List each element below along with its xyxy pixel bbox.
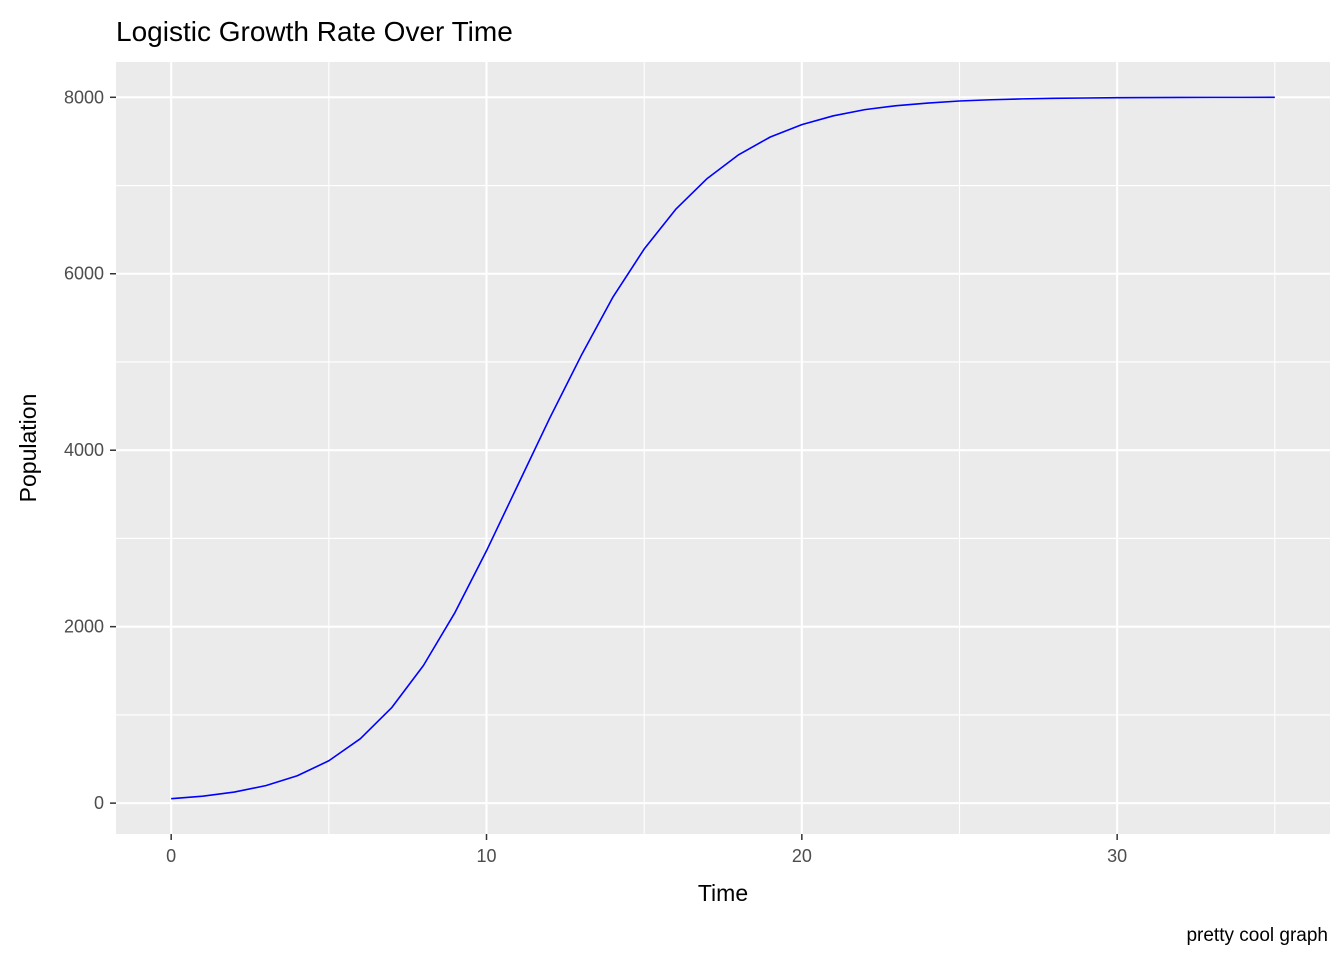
x-tick-label: 20 <box>792 846 812 866</box>
x-axis: 0 10 20 30 <box>166 834 1127 866</box>
y-axis: 0 2000 4000 6000 8000 <box>64 87 116 813</box>
series-layer <box>171 96 1275 800</box>
series-line <box>171 96 1275 800</box>
x-tick-label: 30 <box>1107 846 1127 866</box>
y-tick-label: 4000 <box>64 440 104 460</box>
plot-panel <box>116 62 1330 834</box>
y-tick-label: 8000 <box>64 87 104 107</box>
x-tick-label: 0 <box>166 846 176 866</box>
grid-minor <box>116 62 1330 834</box>
x-axis-title: Time <box>698 880 748 906</box>
y-tick-label: 0 <box>94 793 104 813</box>
y-tick-label: 6000 <box>64 264 104 284</box>
y-tick-label: 2000 <box>64 617 104 637</box>
y-axis-title: Population <box>15 394 41 503</box>
chart-caption: pretty cool graph <box>1186 925 1328 946</box>
chart-title: Logistic Growth Rate Over Time <box>116 16 513 47</box>
x-tick-label: 10 <box>476 846 496 866</box>
